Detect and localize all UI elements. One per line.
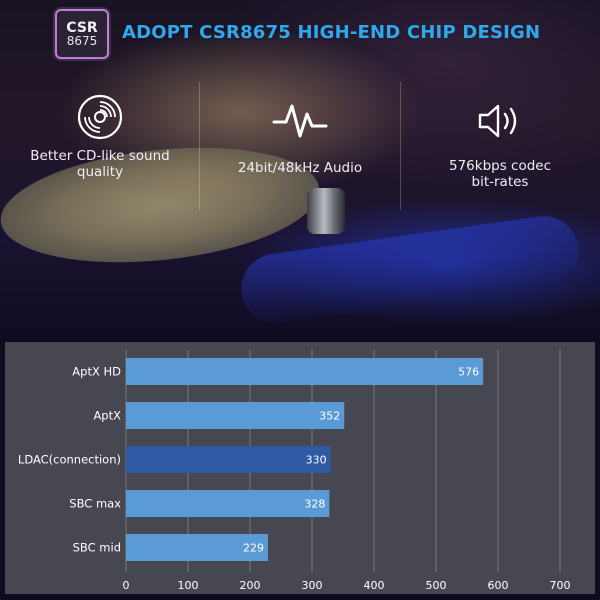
speaker-icon [478,104,517,138]
codec-bitrate-chart: 0 100 200 300 400 500 600 700 576 AptX HD 352 AptX 3… [18,350,571,592]
x-tick-label: 600 [488,579,509,592]
feature-cd-quality: Better CD-like sound quality [0,92,200,180]
bar-value-label: 352 [319,410,340,423]
chip-line2: 8675 [66,33,98,48]
x-tick-label: 400 [364,579,385,592]
bar [126,534,268,561]
category-label: AptX HD [72,365,121,379]
x-tick-label: 700 [550,579,571,592]
feature-line1: Better CD-like sound [30,148,170,164]
feature-line1: 24bit/48kHz Audio [237,160,363,176]
feature-line1: 576kbps codec [448,158,552,174]
feature-codec-bitrate: 576kbps codec bit-rates [400,100,600,190]
x-tick-label: 300 [302,579,323,592]
feature-audio-resolution: 24bit/48kHz Audio [200,100,400,176]
bar [126,490,330,517]
bar-value-label: 328 [304,498,325,511]
bar-value-label: 229 [243,542,264,555]
turntable-spindle [307,188,345,234]
bar-value-label: 576 [458,366,479,379]
feature-divider [400,82,401,210]
cd-disc-icon [77,94,123,140]
feature-line2: quality [76,164,124,180]
bar-value-label: 330 [306,454,327,467]
bar [126,402,345,429]
x-tick-label: 100 [178,579,199,592]
x-tick-label: 200 [240,579,261,592]
bar [126,358,484,385]
x-tick-label: 0 [123,579,130,592]
chip-line1: CSR [66,19,98,36]
tonearm-glow [236,211,584,329]
feature-divider [199,82,200,210]
waveform-icon [272,104,328,138]
chart-panel: 0 100 200 300 400 500 600 700 576 AptX HD 352 AptX 3… [5,342,595,594]
chip-icon: CSR 8675 [55,9,109,59]
category-label: SBC mid [73,541,121,555]
bar [126,446,331,473]
category-label: SBC max [69,497,121,511]
headline: ADOPT CSR8675 HIGH-END CHIP DESIGN [122,22,541,43]
category-label: AptX [93,409,121,423]
category-label: LDAC(connection) [18,453,121,467]
x-tick-label: 500 [426,579,447,592]
feature-line2: bit-rates [471,174,529,190]
